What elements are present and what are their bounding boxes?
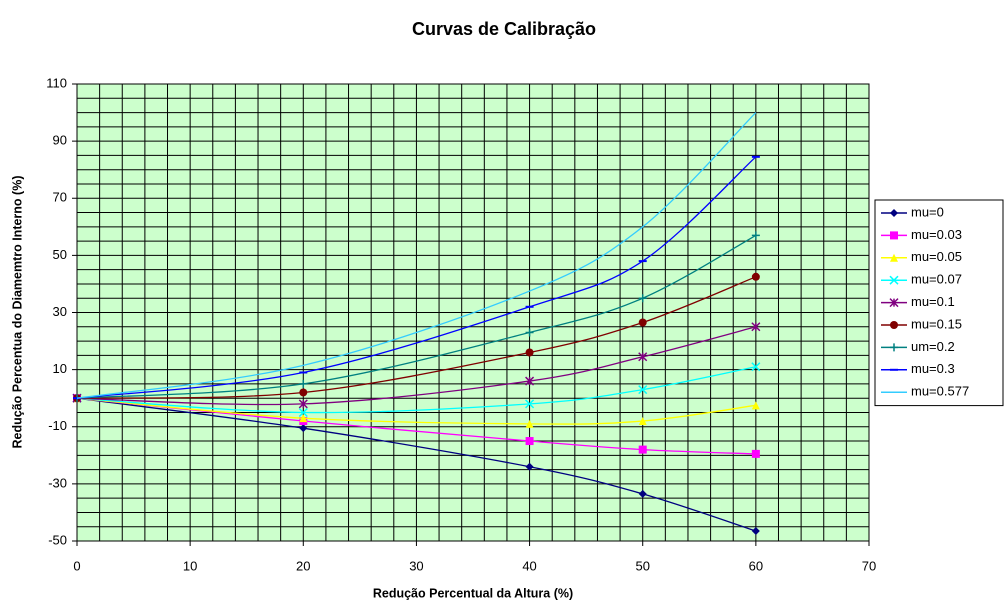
y-tick-label: -30 bbox=[48, 475, 67, 490]
x-tick-label: 30 bbox=[409, 558, 423, 573]
marker bbox=[638, 385, 648, 395]
marker bbox=[525, 328, 534, 337]
marker bbox=[751, 527, 760, 536]
legend-label: mu=0.15 bbox=[911, 316, 962, 331]
series-line bbox=[76, 276, 757, 399]
marker bbox=[638, 318, 647, 327]
x-tick-label: 20 bbox=[296, 558, 310, 573]
marker bbox=[890, 231, 898, 240]
y-tick-label: 90 bbox=[53, 133, 67, 148]
marker bbox=[525, 437, 534, 446]
x-tick-label: 0 bbox=[73, 558, 80, 573]
y-tick-label: -50 bbox=[48, 532, 67, 547]
y-tick-label: -10 bbox=[48, 418, 67, 433]
marker bbox=[751, 231, 760, 240]
marker bbox=[638, 445, 647, 454]
series-line bbox=[76, 156, 757, 399]
series-line bbox=[76, 234, 757, 399]
marker bbox=[890, 253, 898, 262]
series-line bbox=[76, 397, 756, 455]
marker bbox=[751, 401, 760, 410]
legend-label: mu=0.03 bbox=[911, 227, 962, 242]
y-tick-label: 70 bbox=[53, 190, 67, 205]
marker bbox=[889, 275, 899, 285]
marker bbox=[298, 407, 308, 417]
marker bbox=[298, 399, 308, 409]
marker bbox=[299, 424, 308, 433]
marker bbox=[638, 352, 648, 362]
x-tick-label: 60 bbox=[749, 558, 763, 573]
x-tick-label: 70 bbox=[862, 558, 876, 573]
legend-label: um=0.2 bbox=[911, 339, 955, 354]
marker bbox=[638, 417, 647, 426]
y-tick-label: 110 bbox=[46, 75, 67, 90]
legend-label: mu=0.05 bbox=[911, 249, 962, 264]
legend-label: mu=0.3 bbox=[911, 361, 955, 376]
marker bbox=[525, 419, 534, 428]
y-tick-label: 10 bbox=[53, 361, 67, 376]
marker bbox=[890, 321, 898, 329]
chart-title: Curvas de Calibração bbox=[412, 19, 596, 39]
y-tick-label: 30 bbox=[53, 304, 67, 319]
y-axis-label: Redução Percentua do Diamemtro Interno (… bbox=[10, 176, 24, 449]
series-line bbox=[76, 397, 756, 425]
x-tick-label: 50 bbox=[635, 558, 649, 573]
legend-label: mu=0.577 bbox=[911, 384, 969, 399]
marker bbox=[751, 362, 761, 372]
marker bbox=[751, 272, 760, 281]
x-axis-label: Redução Percentual da Altura (%) bbox=[373, 586, 573, 600]
marker bbox=[890, 343, 898, 352]
legend-label: mu=0.1 bbox=[911, 294, 955, 309]
series-line bbox=[76, 397, 757, 532]
marker bbox=[638, 294, 647, 303]
marker bbox=[299, 379, 308, 388]
plot-border bbox=[76, 83, 870, 542]
marker bbox=[890, 209, 898, 217]
marker bbox=[299, 388, 308, 397]
marker bbox=[638, 489, 647, 498]
legend-label: mu=0 bbox=[911, 204, 944, 219]
marker bbox=[525, 348, 534, 357]
marker bbox=[889, 298, 899, 308]
marker bbox=[751, 449, 760, 458]
x-tick-label: 40 bbox=[522, 558, 536, 573]
legend: mu=0 mu=0.03 mu=0.05 mu=0.07 mu=0.1 mu=0.15 um… bbox=[874, 199, 1004, 407]
marker bbox=[525, 462, 534, 471]
marker bbox=[299, 414, 308, 423]
x-tick-label: 10 bbox=[183, 558, 197, 573]
marker bbox=[751, 322, 761, 332]
series-line bbox=[76, 326, 757, 406]
marker bbox=[525, 399, 535, 409]
legend-label: mu=0.07 bbox=[911, 272, 962, 287]
y-tick-label: 50 bbox=[53, 247, 67, 262]
marker bbox=[525, 376, 535, 386]
series-line bbox=[76, 112, 757, 399]
series-line bbox=[76, 366, 756, 414]
